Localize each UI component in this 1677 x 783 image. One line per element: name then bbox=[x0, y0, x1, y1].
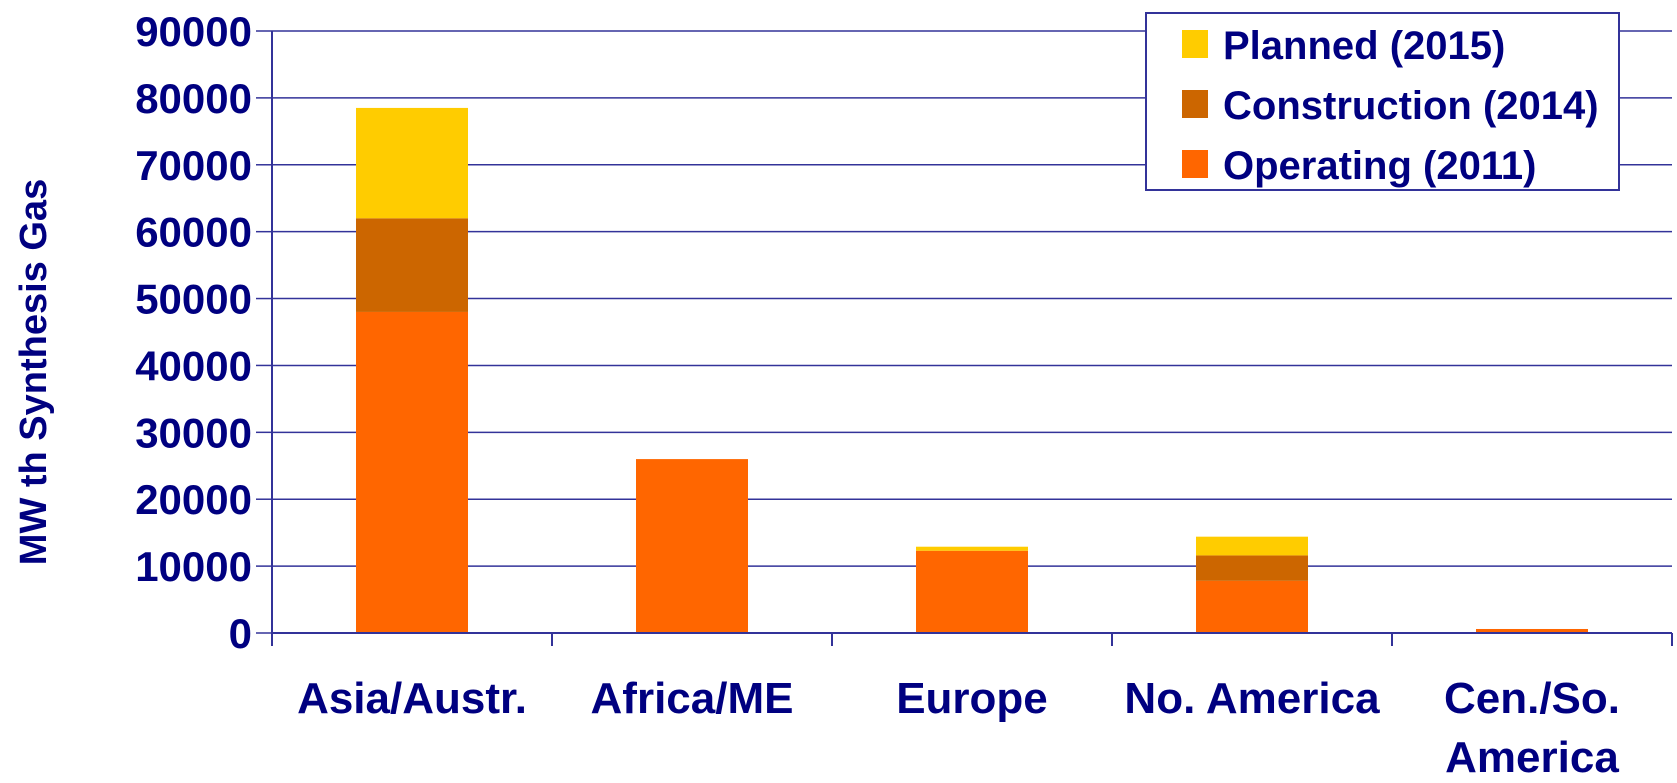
legend-label-construction-2014: Construction (2014) bbox=[1223, 84, 1599, 128]
y-tick-label: 10000 bbox=[135, 543, 252, 590]
bar-europe-planned-2015 bbox=[916, 546, 1028, 551]
bar-africa-me-operating-2011 bbox=[636, 459, 748, 633]
bars bbox=[356, 107, 1588, 633]
y-tick-label: 90000 bbox=[135, 8, 252, 55]
x-tick-label: Africa/ME bbox=[591, 674, 794, 723]
y-tick-label: 20000 bbox=[135, 476, 252, 523]
bar-asia-austr-construction-2014 bbox=[356, 218, 468, 312]
bar-cen-so-america-operating-2011 bbox=[1476, 628, 1588, 633]
legend-swatch-construction-2014 bbox=[1182, 90, 1208, 118]
bar-no-america-operating-2011 bbox=[1196, 580, 1308, 633]
y-tick-label: 30000 bbox=[135, 409, 252, 456]
gridlines bbox=[272, 30, 1672, 567]
y-tick-label: 0 bbox=[229, 610, 252, 657]
legend-box bbox=[1145, 12, 1620, 191]
legend-swatch-operating-2011 bbox=[1182, 150, 1208, 178]
y-tick-label: 60000 bbox=[135, 209, 252, 256]
legend-label-operating-2011: Operating (2011) bbox=[1223, 144, 1536, 188]
y-axis-label: MW th Synthesis Gas bbox=[13, 179, 55, 565]
bar-europe-operating-2011 bbox=[916, 550, 1028, 633]
bar-no-america-planned-2015 bbox=[1196, 536, 1308, 556]
bar-no-america-construction-2014 bbox=[1196, 555, 1308, 581]
axes bbox=[256, 30, 1673, 646]
y-tick-label: 40000 bbox=[135, 342, 252, 389]
y-tick-label: 80000 bbox=[135, 75, 252, 122]
legend: Planned (2015) Construction (2014) Operati… bbox=[1145, 12, 1620, 191]
bar-asia-austr-planned-2015 bbox=[356, 107, 468, 219]
y-tick-label: 50000 bbox=[135, 276, 252, 323]
x-tick-labels: Asia/Austr. Africa/ME Europe No. America Cen… bbox=[297, 674, 1620, 782]
x-tick-label: No. America bbox=[1124, 674, 1380, 723]
x-tick-label: Cen./So. America bbox=[1444, 674, 1620, 782]
legend-label-planned-2015: Planned (2015) bbox=[1223, 24, 1505, 68]
y-tick-label: 70000 bbox=[135, 142, 252, 189]
legend-swatch-planned-2015 bbox=[1182, 30, 1208, 58]
y-tick-labels: 0 10000 20000 30000 40000 50000 60000 70000 8000… bbox=[135, 8, 252, 657]
bar-asia-austr-operating-2011 bbox=[356, 311, 468, 633]
x-tick-label: Europe bbox=[896, 674, 1048, 723]
x-tick-label: Asia/Austr. bbox=[297, 674, 527, 723]
